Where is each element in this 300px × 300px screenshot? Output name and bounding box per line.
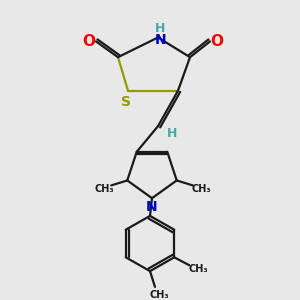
Text: CH₃: CH₃ [149,290,169,300]
Text: CH₃: CH₃ [94,184,114,194]
Text: N: N [146,200,158,214]
Text: N: N [155,33,167,47]
Text: O: O [82,34,95,49]
Text: H: H [155,22,165,35]
Text: CH₃: CH₃ [192,184,212,194]
Text: CH₃: CH₃ [188,264,208,274]
Text: O: O [211,34,224,49]
Text: S: S [121,94,131,109]
Text: H: H [167,127,177,140]
